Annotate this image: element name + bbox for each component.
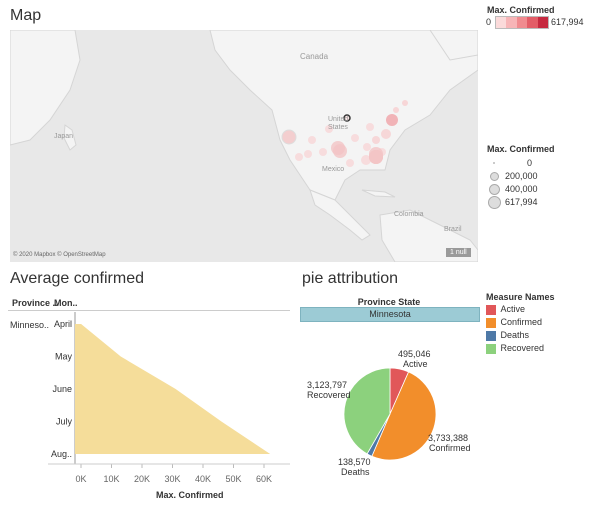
average-confirmed-title: Average confirmed	[10, 270, 144, 287]
x-tick-label: 40K	[195, 474, 211, 484]
map-canvas[interactable]	[10, 30, 478, 262]
x-tick-label: 20K	[134, 474, 150, 484]
province-column-header[interactable]: Province ..	[12, 298, 58, 308]
pie-chart[interactable]	[338, 362, 442, 466]
asia-land	[10, 30, 81, 146]
state-markers	[281, 100, 408, 167]
province-row-label: Minneso..	[10, 320, 50, 330]
color-legend-ramp	[495, 16, 549, 29]
pie-chart-svg	[343, 367, 437, 461]
month-column-header[interactable]: Mon..	[54, 298, 78, 308]
area-chart[interactable]: April May June July Aug.. 0K 10K 20K 30K 40K 50K 6…	[48, 312, 290, 484]
size-circle-icon	[493, 162, 495, 164]
map-attribution: © 2020 Mapbox © OpenStreetMap	[13, 252, 106, 258]
map-label-colombia: Colombia	[394, 211, 424, 218]
x-tick-label: 50K	[225, 474, 241, 484]
x-axis-label: Max. Confirmed	[156, 490, 224, 500]
swatch-icon	[486, 343, 496, 354]
month-label: June	[52, 384, 72, 394]
swatch-icon	[486, 317, 496, 328]
map-label-united-states: United States	[328, 116, 349, 131]
color-step-2	[506, 17, 517, 28]
pie-slice-recovered[interactable]	[343, 367, 391, 455]
color-step-5	[537, 17, 549, 28]
map-label-canada: Canada	[300, 52, 329, 61]
measure-legend: Active Confirmed Deaths Recovered	[486, 303, 544, 355]
pie-label-deaths-value: 138,570	[338, 457, 371, 467]
header-divider	[8, 310, 290, 311]
month-label: May	[55, 352, 73, 362]
pie-label-recovered-value: 3,123,797	[307, 380, 348, 390]
japan-land	[63, 124, 77, 151]
pie-label-confirmed-name: Confirmed	[429, 443, 471, 453]
color-legend-max: 617,994	[551, 17, 584, 27]
area-series	[75, 324, 271, 454]
color-step-1	[496, 17, 507, 28]
pie-label-deaths-name: Deaths	[341, 467, 370, 477]
swatch-icon	[486, 304, 496, 315]
size-circle-icon	[488, 196, 501, 209]
province-state-header: Province State	[357, 297, 421, 307]
x-tick-label: 60K	[256, 474, 272, 484]
color-step-4	[527, 17, 538, 28]
x-tick-label: 10K	[103, 474, 119, 484]
size-circle-icon	[489, 184, 500, 195]
legend-item-confirmed[interactable]: Confirmed	[486, 316, 544, 329]
month-label: July	[56, 417, 73, 427]
month-label: April	[54, 319, 72, 329]
color-legend-min: 0	[486, 17, 492, 27]
swatch-icon	[486, 330, 496, 341]
color-step-3	[516, 17, 528, 28]
x-tick-label: 30K	[164, 474, 180, 484]
area-chart-svg: April May June July Aug.. 0K 10K 20K 30K 40K 50K 6…	[48, 312, 290, 484]
map-label-brazil: Brazil	[444, 226, 462, 233]
measure-legend-title: Measure Names	[486, 292, 555, 302]
north-america-land	[209, 30, 478, 201]
map-title: Map	[10, 7, 42, 24]
pie-title: pie attribution	[302, 270, 399, 287]
caribbean-land	[361, 189, 396, 198]
x-tick-label: 0K	[75, 474, 86, 484]
color-legend-title: Max. Confirmed	[487, 5, 555, 15]
null-badge[interactable]: 1 null	[446, 248, 471, 257]
pie-slice-confirmed[interactable]	[371, 371, 437, 461]
province-state-filter[interactable]: Minnesota	[300, 307, 480, 322]
size-legend-title: Max. Confirmed	[487, 144, 555, 154]
pie-label-confirmed-value: 3,733,388	[428, 433, 469, 443]
greenland-land	[429, 30, 478, 61]
month-label: Aug..	[51, 449, 72, 459]
legend-item-deaths[interactable]: Deaths	[486, 329, 544, 342]
pie-label-active-value: 495,046	[398, 349, 431, 359]
map-label-mexico: Mexico	[322, 166, 345, 173]
map-label-japan: Japan	[54, 133, 74, 140]
legend-item-active[interactable]: Active	[486, 303, 544, 316]
pie-label-active-name: Active	[403, 359, 428, 369]
size-circle-icon	[490, 172, 499, 181]
legend-item-recovered[interactable]: Recovered	[486, 342, 544, 355]
pie-label-recovered-name: Recovered	[307, 390, 351, 400]
central-america-land	[309, 189, 371, 241]
map-view[interactable]: Canada United States Mexico Japan Colomb…	[10, 30, 478, 262]
